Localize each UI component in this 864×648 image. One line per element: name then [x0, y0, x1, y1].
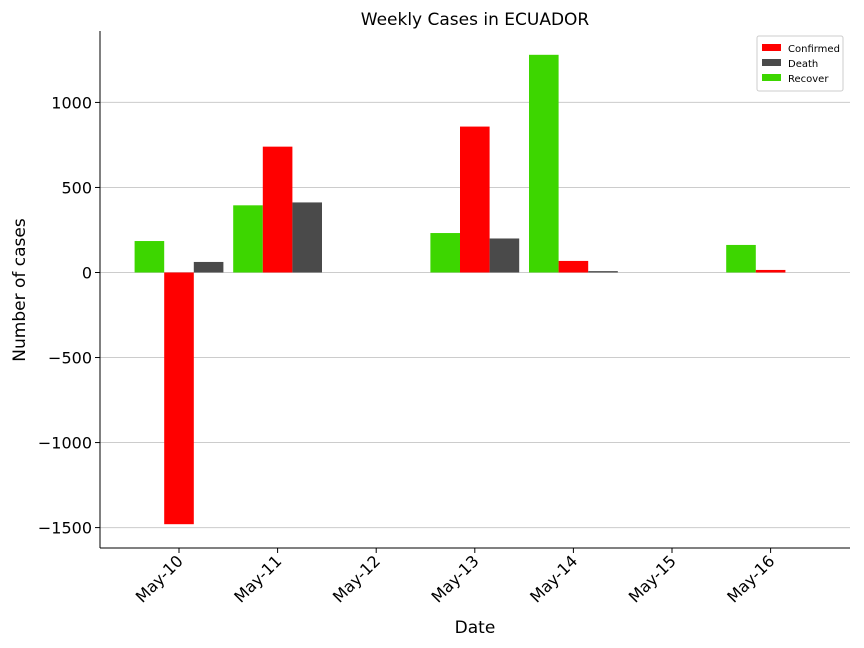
x-axis-label: Date	[455, 618, 496, 638]
x-tick-label: May-10	[132, 551, 187, 606]
x-tick-label: May-16	[723, 551, 778, 606]
y-tick-label: −500	[48, 349, 92, 368]
legend: Confirmed Death Recover	[756, 35, 844, 92]
legend-label-death: Death	[788, 59, 818, 70]
y-tick-label: 0	[82, 263, 92, 282]
x-tick-label: May-12	[329, 551, 384, 606]
y-tick-label: −1000	[38, 434, 92, 453]
y-tick-label: −1500	[38, 519, 92, 538]
bar-recover-may-10	[134, 241, 165, 273]
axes: −1500 −1000 −500 0 500 1000 May-10 May-11 May-12…	[38, 31, 850, 607]
y-tick-label: 500	[61, 178, 92, 197]
y-axis-label: Number of cases	[10, 218, 30, 362]
legend-label-confirmed: Confirmed	[788, 44, 840, 55]
legend-label-recover: Recover	[788, 74, 829, 85]
bar-confirmed-may-11	[262, 146, 293, 273]
x-tick-label: May-11	[230, 551, 285, 606]
bar-recover-may-13	[430, 233, 460, 273]
bar-recover-may-11	[233, 205, 263, 273]
bar-confirmed-may-13	[460, 126, 490, 273]
x-tick-label: May-15	[625, 551, 680, 606]
bar-confirmed-may-10	[164, 272, 194, 525]
bar-death-may-10	[193, 261, 224, 273]
legend-swatch-recover	[762, 74, 781, 81]
bars	[134, 54, 786, 525]
bar-confirmed-may-16	[755, 269, 786, 273]
bar-recover-may-14	[529, 54, 559, 273]
x-tick-label: May-13	[428, 551, 483, 606]
legend-swatch-confirmed	[762, 44, 781, 51]
bar-death-may-14	[588, 271, 618, 273]
x-tick-label: May-14	[526, 551, 581, 606]
bar-death-may-11	[292, 202, 322, 273]
legend-swatch-death	[762, 59, 781, 66]
bar-death-may-13	[489, 238, 520, 273]
y-tick-label: 1000	[51, 93, 92, 112]
bar-recover-may-16	[726, 244, 756, 273]
bar-confirmed-may-14	[558, 260, 589, 273]
chart-title: Weekly Cases in ECUADOR	[361, 10, 590, 30]
